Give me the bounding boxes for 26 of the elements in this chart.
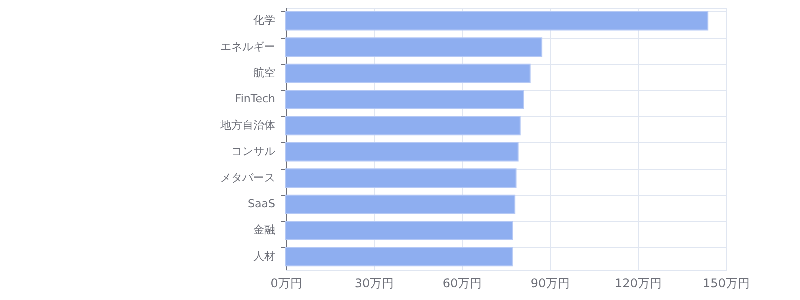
y-tick-label: 化学 (254, 14, 276, 28)
y-tick-label: 地方自治体 (220, 118, 276, 132)
x-tick-label: 90万円 (530, 276, 570, 290)
y-tick-label: エネルギー (220, 40, 276, 54)
bar (286, 168, 517, 188)
bar (286, 64, 531, 84)
y-tick-label: FinTech (235, 92, 276, 106)
y-tick-label: 金融 (254, 224, 276, 237)
bar (286, 194, 516, 214)
y-tick-label: コンサル (232, 145, 276, 158)
bar (286, 38, 543, 57)
x-tick-label: 60万円 (442, 276, 482, 290)
y-tick-label: 航空 (254, 66, 276, 80)
y-tick-label: 人材 (254, 250, 276, 263)
x-tick-label: 120万円 (615, 276, 662, 290)
x-tick-label: 30万円 (354, 276, 394, 290)
bar (286, 142, 519, 162)
x-tick-label: 0万円 (270, 276, 302, 290)
bar (286, 11, 709, 31)
y-tick-label: SaaS (248, 198, 276, 210)
x-tick-label: 150万円 (703, 276, 750, 290)
bar (286, 90, 524, 110)
y-tick-label: メタバース (220, 171, 276, 184)
bar (286, 116, 521, 136)
bar (286, 247, 513, 267)
bar (286, 221, 514, 240)
